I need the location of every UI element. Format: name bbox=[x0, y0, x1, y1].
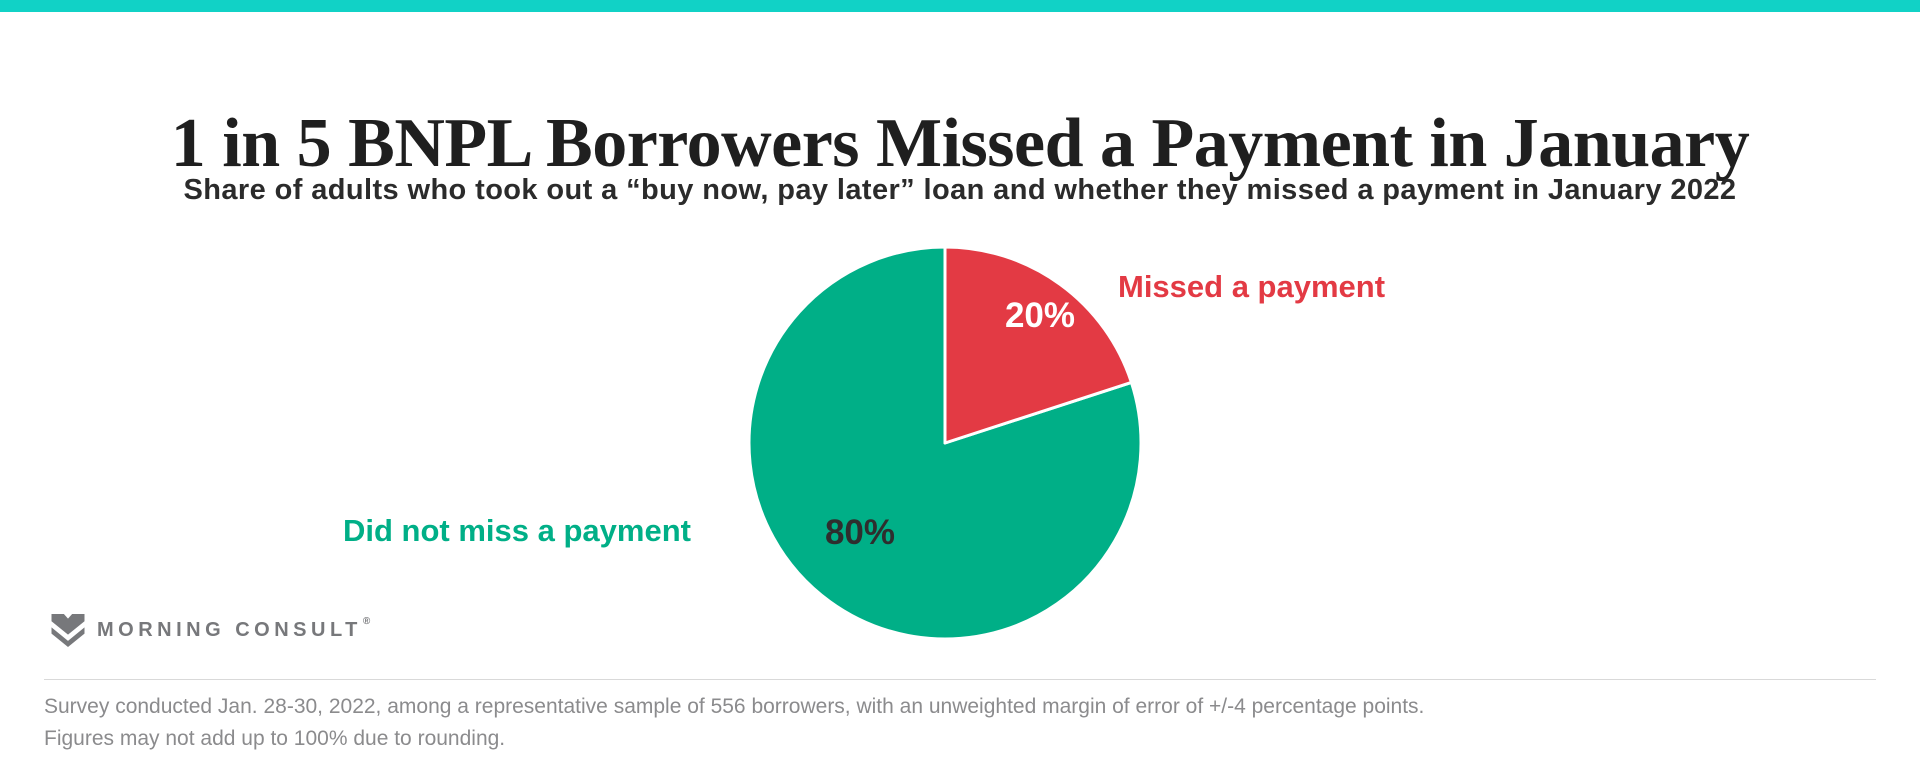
chart-title: 1 in 5 BNPL Borrowers Missed a Payment i… bbox=[170, 104, 1750, 182]
morning-consult-wordmark: MORNING CONSULT® bbox=[97, 616, 371, 642]
pie-label-missed: Missed a payment bbox=[1118, 269, 1386, 304]
footer-divider bbox=[44, 679, 1876, 680]
footnote: Survey conducted Jan. 28-30, 2022, among… bbox=[44, 691, 1860, 755]
pie-chart-svg bbox=[747, 245, 1143, 641]
morning-consult-wordmark-text: MORNING CONSULT bbox=[97, 619, 362, 641]
pie-value-did-not-miss: 80% bbox=[824, 513, 896, 552]
registered-trademark-icon: ® bbox=[362, 616, 371, 627]
morning-consult-logo: MORNING CONSULT® bbox=[50, 614, 371, 647]
pie-slice-missed bbox=[943, 245, 1133, 445]
pie-chart bbox=[745, 243, 1145, 643]
footnote-line-1: Survey conducted Jan. 28-30, 2022, among… bbox=[44, 695, 1425, 718]
pie-label-did-not-miss: Did not miss a payment bbox=[343, 513, 691, 548]
chart-subtitle: Share of adults who took out a “buy now,… bbox=[183, 174, 1737, 206]
morning-consult-m-icon bbox=[50, 614, 86, 647]
brand-top-bar bbox=[0, 0, 1920, 12]
footnote-line-2: Figures may not add up to 100% due to ro… bbox=[44, 727, 506, 750]
pie-value-missed: 20% bbox=[1004, 296, 1076, 335]
